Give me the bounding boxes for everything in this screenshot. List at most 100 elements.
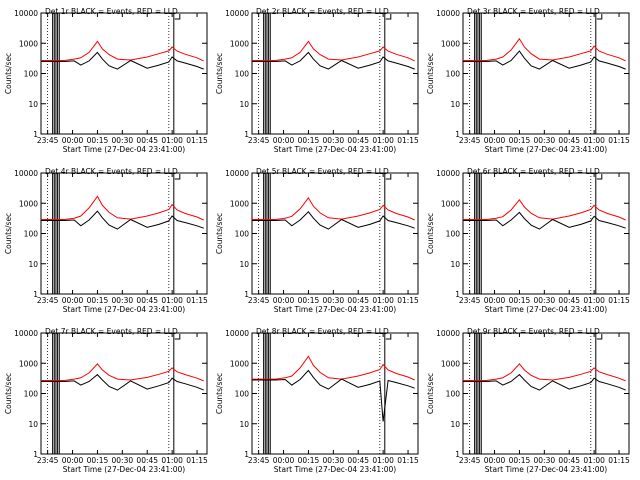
- y-tick-label: 10000: [436, 9, 460, 18]
- y-tick-label: 10000: [225, 169, 249, 178]
- y-tick-label: 10000: [225, 329, 249, 338]
- y-tick-label: 1000: [441, 359, 460, 368]
- y-tick-label: 100: [446, 230, 461, 239]
- x-tick-label: 01:15: [608, 296, 630, 305]
- x-tick-label: 00:15: [298, 136, 320, 145]
- x-tick-label: 01:15: [608, 456, 630, 465]
- x-tick-label: 01:00: [583, 296, 605, 305]
- x-tick-label: 01:00: [372, 456, 394, 465]
- events-rate-line: [463, 50, 626, 70]
- y-tick-label: 1000: [19, 39, 38, 48]
- detector-panel: Det 3r BLACK = Events, RED = LLD 1 10 100 10…: [426, 7, 630, 154]
- x-tick-label: 00:00: [273, 456, 295, 465]
- x-tick-label: 00:30: [323, 136, 345, 145]
- corner-mark: [385, 174, 392, 180]
- x-tick-label: 01:00: [372, 136, 394, 145]
- y-axis-label: Counts/sec: [4, 373, 13, 414]
- plot-frame: [251, 12, 419, 135]
- y-tick-label: 1: [33, 290, 38, 299]
- y-axis-label: Counts/sec: [215, 213, 224, 254]
- lld-rate-line: [41, 363, 204, 382]
- panel-title: Det 8r BLACK = Events, RED = LLD: [256, 327, 389, 336]
- lld-rate-line: [463, 363, 626, 382]
- x-tick-label: 00:15: [87, 136, 109, 145]
- lld-rate-line: [252, 355, 415, 381]
- x-axis-label: Start Time (27-Dec-04 23:41:00): [485, 305, 607, 314]
- y-tick-label: 1: [33, 130, 38, 139]
- x-tick-label: 00:00: [62, 136, 84, 145]
- y-tick-label: 10: [28, 100, 38, 109]
- plot-frame: [462, 172, 630, 295]
- y-tick-label: 1: [244, 290, 249, 299]
- plot-frame: [251, 172, 419, 295]
- panel-title: Det 2r BLACK = Events, RED = LLD: [256, 7, 389, 16]
- detector-panel: Det 8r BLACK = Events, RED = LLD 1 10 100 10…: [215, 327, 419, 474]
- corner-mark: [174, 334, 181, 340]
- x-tick-label: 00:45: [347, 136, 369, 145]
- corner-mark: [385, 334, 392, 340]
- y-axis-label: Counts/sec: [215, 373, 224, 414]
- y-tick-label: 1000: [441, 39, 460, 48]
- x-tick-label: 00:30: [112, 296, 134, 305]
- panel-title: Det 9r BLACK = Events, RED = LLD: [467, 327, 600, 336]
- x-tick-label: 00:15: [298, 296, 320, 305]
- lld-rate-line: [252, 40, 415, 62]
- y-tick-label: 10: [239, 100, 249, 109]
- x-tick-label: 00:30: [323, 456, 345, 465]
- x-tick-label: 23:45: [248, 456, 270, 465]
- y-tick-label: 10000: [436, 169, 460, 178]
- plot-frame: [40, 332, 208, 455]
- y-tick-label: 1000: [230, 199, 249, 208]
- x-tick-label: 00:00: [273, 296, 295, 305]
- x-tick-label: 01:00: [161, 296, 183, 305]
- lld-rate-line: [463, 198, 626, 221]
- panel-title: Det 4r BLACK = Events, RED = LLD: [45, 167, 178, 176]
- corner-mark: [174, 174, 181, 180]
- x-tick-label: 00:15: [509, 456, 531, 465]
- y-tick-label: 10000: [225, 9, 249, 18]
- x-tick-label: 00:45: [558, 136, 580, 145]
- lld-rate-line: [252, 197, 415, 221]
- x-tick-label: 00:30: [112, 456, 134, 465]
- x-tick-label: 00:45: [136, 456, 158, 465]
- detector-panel: Det 2r BLACK = Events, RED = LLD 1 10 100 10…: [215, 7, 419, 154]
- events-rate-line: [252, 369, 415, 422]
- corner-mark: [596, 334, 603, 340]
- x-tick-label: 01:00: [583, 456, 605, 465]
- lld-rate-line: [41, 40, 204, 62]
- panel-title: Det 7r BLACK = Events, RED = LLD: [45, 327, 178, 336]
- y-tick-label: 1000: [230, 39, 249, 48]
- x-tick-label: 00:30: [534, 136, 556, 145]
- plot-frame: [251, 332, 419, 455]
- x-axis-label: Start Time (27-Dec-04 23:41:00): [485, 465, 607, 474]
- x-tick-label: 00:15: [87, 296, 109, 305]
- events-rate-line: [41, 210, 204, 230]
- x-tick-label: 01:15: [397, 296, 419, 305]
- x-axis-label: Start Time (27-Dec-04 23:41:00): [63, 465, 185, 474]
- y-axis-label: Counts/sec: [426, 213, 435, 254]
- x-axis-label: Start Time (27-Dec-04 23:41:00): [274, 465, 396, 474]
- detector-panel: Det 9r BLACK = Events, RED = LLD 1 10 100 10…: [426, 327, 630, 474]
- detector-panel: Det 7r BLACK = Events, RED = LLD 1 10 100 10…: [4, 327, 208, 474]
- x-tick-label: 00:45: [347, 296, 369, 305]
- y-tick-label: 10: [239, 260, 249, 269]
- x-tick-label: 00:00: [484, 456, 506, 465]
- x-tick-label: 01:00: [372, 296, 394, 305]
- x-axis-label: Start Time (27-Dec-04 23:41:00): [485, 145, 607, 154]
- y-tick-label: 10000: [436, 329, 460, 338]
- x-tick-label: 23:45: [459, 296, 481, 305]
- y-tick-label: 10000: [14, 169, 38, 178]
- x-tick-label: 23:45: [37, 136, 59, 145]
- x-tick-label: 00:45: [558, 456, 580, 465]
- x-tick-label: 01:15: [397, 136, 419, 145]
- y-tick-label: 1: [33, 450, 38, 459]
- y-tick-label: 1000: [19, 199, 38, 208]
- events-rate-line: [252, 51, 415, 70]
- panel-title: Det 5r BLACK = Events, RED = LLD: [256, 167, 389, 176]
- y-axis-label: Counts/sec: [4, 213, 13, 254]
- y-tick-label: 1: [455, 130, 460, 139]
- y-tick-label: 100: [24, 70, 39, 79]
- y-axis-label: Counts/sec: [4, 53, 13, 94]
- detector-panel: Det 6r BLACK = Events, RED = LLD 1 10 100 10…: [426, 167, 630, 314]
- y-tick-label: 10: [239, 420, 249, 429]
